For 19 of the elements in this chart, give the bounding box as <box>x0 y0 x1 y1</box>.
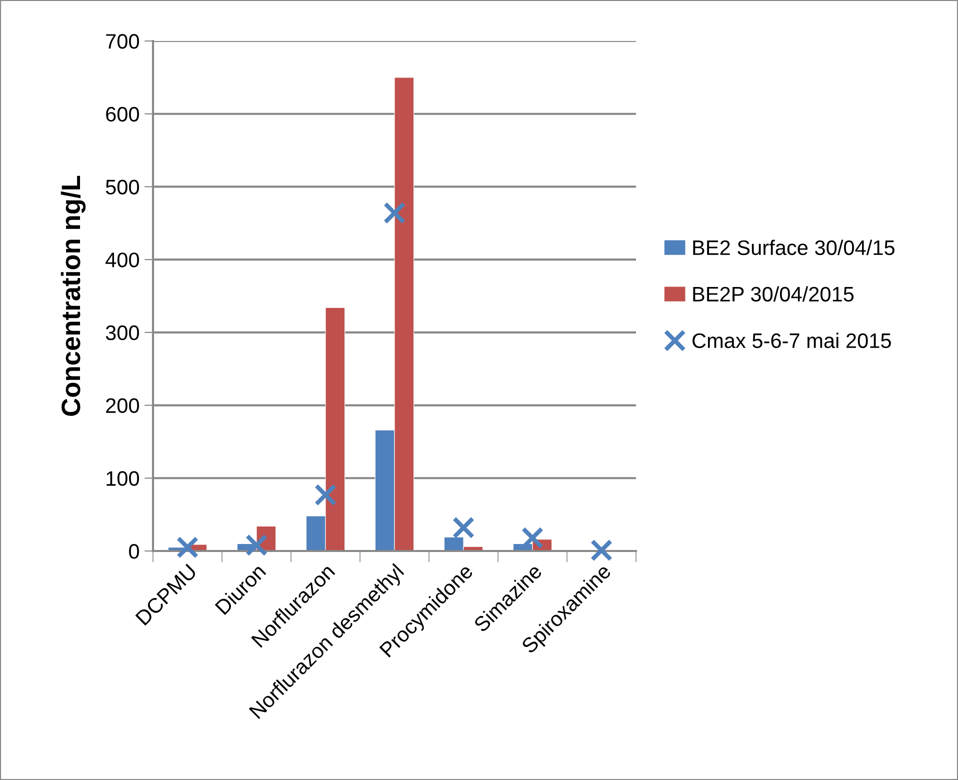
point <box>452 516 475 539</box>
legend-label: Cmax 5-6-7 mai 2015 <box>692 332 891 348</box>
y-tick-label: 700 <box>106 34 139 49</box>
point <box>383 202 406 224</box>
y-tick-label: 300 <box>106 325 139 340</box>
point <box>245 534 268 556</box>
y-tick-label: 400 <box>106 252 139 268</box>
point <box>176 536 199 558</box>
point <box>590 539 613 562</box>
y-tick-label: 0 <box>129 544 139 559</box>
point <box>314 484 337 506</box>
point <box>521 526 544 549</box>
legend-label: BE2P 30/04/2015 <box>693 286 854 302</box>
y-axis-title: Concentration ng/L <box>60 176 86 416</box>
y-tick-label: 500 <box>106 180 139 194</box>
y-tick-label: 100 <box>106 471 139 486</box>
legend-label: BE2 Surface 30/04/15 <box>693 240 894 256</box>
y-tick-label: 600 <box>106 106 139 122</box>
y-tick-label: 200 <box>106 398 139 414</box>
